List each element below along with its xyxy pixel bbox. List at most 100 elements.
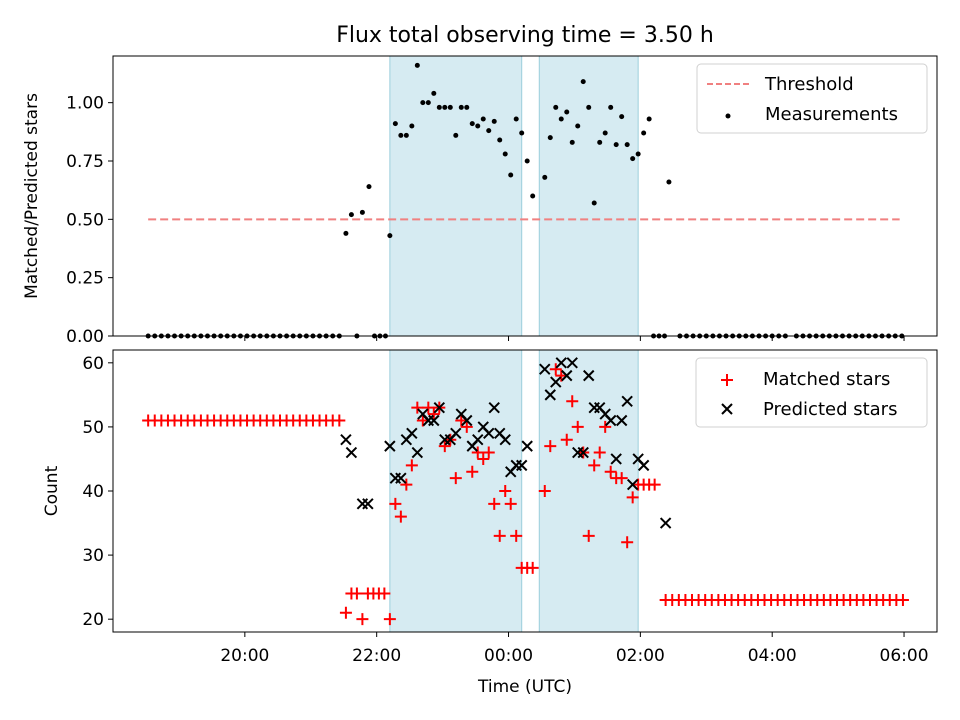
predicted-star-marker <box>659 517 672 529</box>
predicted-star-marker <box>488 401 500 414</box>
xtick-label: 00:00 <box>484 646 533 666</box>
measurement-point <box>519 130 525 136</box>
top-x-ticks <box>244 336 905 341</box>
predicted-star-marker <box>362 498 374 510</box>
measurement-point <box>569 139 575 145</box>
matched-star-marker <box>394 510 407 523</box>
matched-star-marker <box>378 587 391 600</box>
predicted-star-marker <box>345 446 358 459</box>
measurement-point <box>586 104 592 110</box>
matched-star-marker <box>582 529 595 542</box>
matched-star-marker <box>604 465 617 478</box>
matched-star-marker <box>648 478 661 491</box>
measurement-point <box>348 212 354 218</box>
measurement-point <box>513 116 519 122</box>
predicted-star-marker <box>340 434 352 446</box>
predicted-star-marker <box>515 459 528 472</box>
measurement-point <box>480 116 486 122</box>
xtick-label: 06:00 <box>880 646 929 666</box>
measurement-point <box>447 104 453 110</box>
legend-measurements-swatch <box>725 113 731 119</box>
measurement-point <box>359 209 365 215</box>
predicted-star-marker <box>472 434 484 446</box>
measurement-point <box>619 114 625 120</box>
predicted-star-marker <box>621 395 633 407</box>
bottom-ytick-label: 60 <box>82 354 104 374</box>
bottom-ytick-label: 40 <box>82 482 104 502</box>
measurement-point <box>491 118 497 124</box>
predicted-star-marker <box>483 427 495 440</box>
bottom-ytick-label: 20 <box>82 610 104 630</box>
matched-star-marker <box>615 472 628 485</box>
predicted-star-marker <box>539 363 551 375</box>
predicted-star-marker <box>550 376 562 388</box>
top-ytick-label: 0.00 <box>66 327 104 347</box>
predicted-star-marker <box>450 427 462 440</box>
measurement-point <box>547 135 553 141</box>
matched-star-marker <box>416 414 429 427</box>
matched-star-marker <box>333 414 346 427</box>
legend-threshold-label: Threshold <box>764 74 854 95</box>
measurement-point <box>564 109 570 115</box>
bottom-y-axis-label: Count <box>42 465 62 516</box>
predicted-star-marker <box>626 478 639 491</box>
predicted-star-marker <box>395 472 407 484</box>
xtick-label: 20:00 <box>220 646 269 666</box>
bottom-x-ticks: 20:00 22:00 00:00 02:00 04:00 06:00 <box>220 632 929 666</box>
predicted-star-marker <box>384 440 396 452</box>
measurement-point <box>409 123 415 129</box>
measurement-point <box>635 151 641 157</box>
measurement-point <box>442 104 448 110</box>
predicted-star-marker <box>544 389 556 401</box>
predicted-star-marker <box>411 446 424 459</box>
measurement-point <box>458 104 464 110</box>
matched-star-marker <box>427 408 440 421</box>
matched-star-marker <box>896 593 909 606</box>
predicted-star-marker <box>610 453 622 465</box>
measurement-point <box>591 200 597 206</box>
predicted-star-marker <box>555 357 567 369</box>
predicted-star-marker <box>615 414 628 427</box>
matched-star-marker <box>588 459 601 472</box>
legend-predicted-label: Predicted stars <box>763 399 897 420</box>
measurement-point <box>646 116 652 122</box>
x-axis-label: Time (UTC) <box>477 677 572 697</box>
predicted-star-marker <box>461 414 473 427</box>
matched-star-marker <box>499 485 512 497</box>
predicted-star-marker <box>566 357 578 369</box>
matched-star-marker <box>460 420 473 433</box>
measurement-point <box>608 104 614 110</box>
matched-star-marker <box>488 497 501 510</box>
xtick-label: 02:00 <box>616 646 665 666</box>
measurement-point <box>580 79 586 85</box>
matched-star-marker <box>477 452 490 465</box>
measurement-point <box>641 130 647 136</box>
predicted-star-marker <box>583 369 595 382</box>
measurement-point <box>597 139 603 145</box>
legend-matched-label: Matched stars <box>763 369 890 390</box>
measurement-point <box>469 121 475 127</box>
matched-star-marker <box>438 440 451 453</box>
top-ytick-label: 0.25 <box>66 269 104 289</box>
matched-star-marker <box>356 613 369 626</box>
matched-star-marker <box>510 529 523 542</box>
measurement-point <box>666 179 672 185</box>
measurement-point <box>524 158 530 164</box>
observing-window-band <box>389 55 523 337</box>
measurement-point <box>414 62 420 68</box>
matched-star-marker <box>471 446 484 459</box>
bottom-y-ticks: 20 30 40 50 60 <box>82 354 113 630</box>
matched-star-marker <box>549 363 562 376</box>
matched-star-marker <box>493 529 506 542</box>
predicted-star-marker <box>521 440 533 452</box>
measurement-point <box>436 104 442 110</box>
matched-star-marker <box>526 561 539 574</box>
matched-star-marker <box>449 472 462 485</box>
predicted-star-marker <box>637 459 650 472</box>
top-panel: 0.00 0.25 0.50 0.75 1.00 Matched/Predicted s… <box>22 55 938 347</box>
measurement-point <box>366 184 372 190</box>
matched-star-marker <box>555 369 568 382</box>
xtick-label: 04:00 <box>748 646 797 666</box>
measurement-point <box>575 123 581 129</box>
